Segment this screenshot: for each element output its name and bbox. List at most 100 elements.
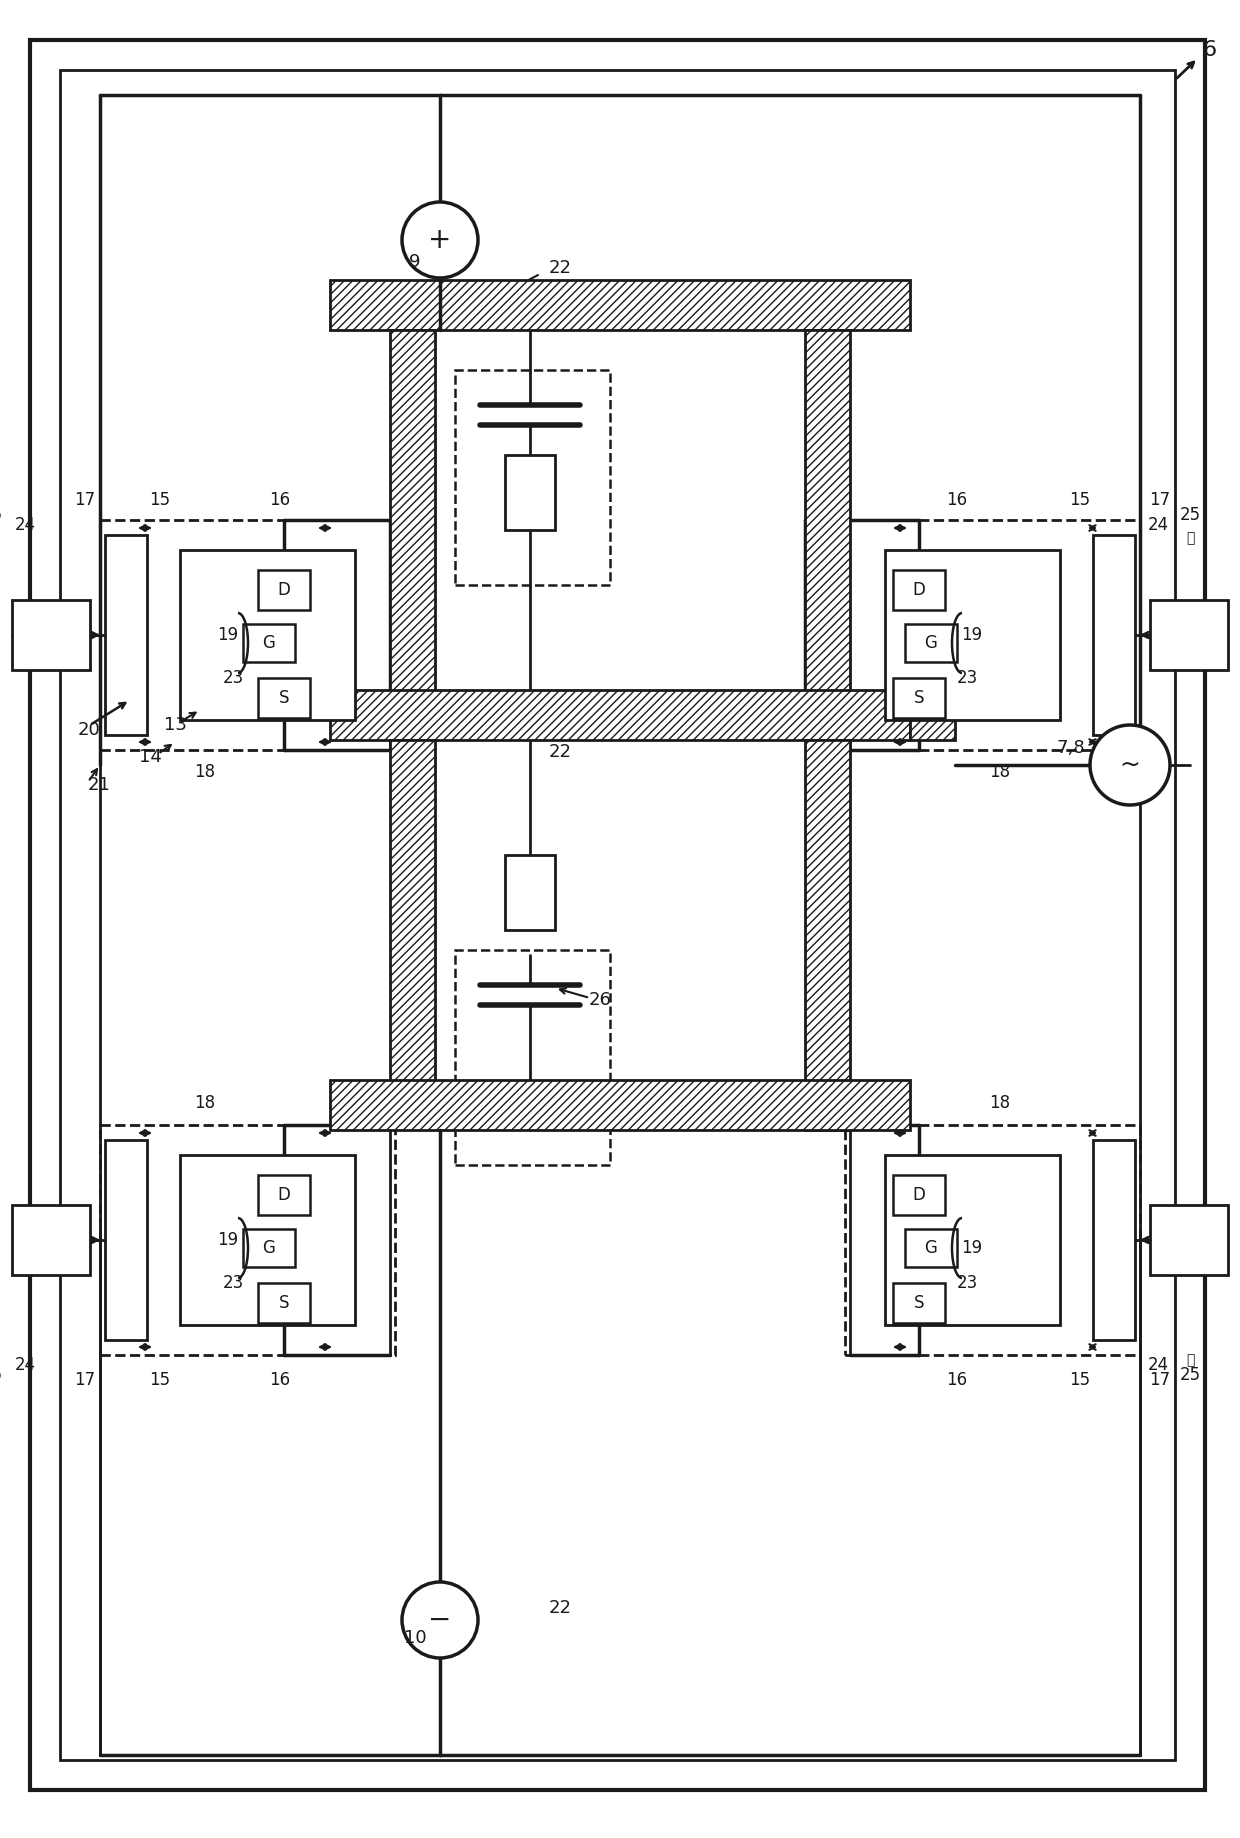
Bar <box>905 623 957 662</box>
Text: 19: 19 <box>217 627 238 643</box>
Bar <box>258 570 310 610</box>
Bar <box>455 950 610 1165</box>
Text: 25: 25 <box>1179 1366 1200 1384</box>
Text: 24: 24 <box>15 1356 36 1375</box>
Bar <box>885 550 1060 720</box>
Text: 26: 26 <box>589 991 611 1009</box>
Bar <box>258 1283 310 1323</box>
Bar <box>885 1154 1060 1325</box>
Text: 23: 23 <box>956 669 977 687</box>
Text: 17: 17 <box>1149 491 1171 509</box>
Text: 19: 19 <box>961 627 982 643</box>
Text: 15: 15 <box>150 491 171 509</box>
Text: S: S <box>279 1294 289 1312</box>
Text: G: G <box>925 634 937 652</box>
Text: 13: 13 <box>164 717 186 733</box>
Bar <box>455 369 610 584</box>
Bar <box>180 550 355 720</box>
Text: 22: 22 <box>548 743 572 761</box>
Bar <box>258 1174 310 1215</box>
Bar <box>105 535 148 735</box>
Bar <box>905 1230 957 1266</box>
Text: −: − <box>428 1606 451 1634</box>
Text: 19: 19 <box>961 1239 982 1257</box>
Bar <box>805 741 849 1105</box>
Text: 23: 23 <box>956 1274 977 1292</box>
Circle shape <box>402 1583 477 1658</box>
Bar <box>1149 599 1228 671</box>
Bar <box>1092 535 1135 735</box>
Text: 16: 16 <box>946 491 967 509</box>
Text: D: D <box>278 581 290 599</box>
Text: S: S <box>914 689 924 708</box>
Text: D: D <box>278 1186 290 1204</box>
Text: 10: 10 <box>404 1628 427 1647</box>
Text: 23: 23 <box>222 1274 243 1292</box>
Bar <box>12 599 91 671</box>
Text: 25: 25 <box>0 505 2 524</box>
Bar <box>505 456 556 529</box>
Bar <box>60 70 1176 1761</box>
Bar <box>805 331 849 700</box>
Text: 14: 14 <box>139 748 161 766</box>
Bar <box>330 1081 910 1130</box>
Bar <box>100 1125 396 1355</box>
Bar <box>505 855 556 930</box>
Text: 18: 18 <box>195 763 216 781</box>
Text: 16: 16 <box>269 491 290 509</box>
Text: S: S <box>914 1294 924 1312</box>
Text: 24: 24 <box>1147 1356 1168 1375</box>
Text: 25: 25 <box>0 1366 2 1384</box>
Text: D: D <box>913 581 925 599</box>
Text: 25: 25 <box>1179 505 1200 524</box>
Text: 21: 21 <box>88 776 110 794</box>
Text: 9: 9 <box>409 254 420 270</box>
Bar <box>243 1230 295 1266</box>
Text: ~: ~ <box>1120 754 1141 777</box>
Bar <box>893 1174 945 1215</box>
Text: 15: 15 <box>1069 491 1090 509</box>
Text: 7,8: 7,8 <box>1056 739 1085 757</box>
Text: 6: 6 <box>1203 40 1218 61</box>
Text: 18: 18 <box>195 1094 216 1112</box>
Bar <box>893 678 945 719</box>
Bar <box>1149 1206 1228 1276</box>
Text: 18: 18 <box>990 1094 1011 1112</box>
Bar <box>893 570 945 610</box>
Text: 19: 19 <box>217 1231 238 1250</box>
Text: ⎓: ⎓ <box>1185 531 1194 546</box>
Text: 17: 17 <box>74 491 95 509</box>
Text: G: G <box>263 1239 275 1257</box>
Text: +: + <box>428 226 451 254</box>
Bar <box>12 1206 91 1276</box>
Text: ⎓: ⎓ <box>1185 1353 1194 1367</box>
Bar <box>105 1140 148 1340</box>
Bar <box>100 520 396 750</box>
Bar <box>330 279 910 331</box>
Bar <box>893 1283 945 1323</box>
Bar <box>258 678 310 719</box>
Text: 17: 17 <box>74 1371 95 1390</box>
Bar <box>243 623 295 662</box>
Circle shape <box>402 202 477 278</box>
Text: 24: 24 <box>1147 516 1168 535</box>
Bar <box>844 520 1140 750</box>
Text: 16: 16 <box>946 1371 967 1390</box>
Text: 22: 22 <box>548 259 572 278</box>
Circle shape <box>1090 724 1171 805</box>
Bar <box>1092 1140 1135 1340</box>
Text: 20: 20 <box>78 720 100 739</box>
Text: G: G <box>263 634 275 652</box>
Text: 22: 22 <box>548 1599 572 1617</box>
Text: D: D <box>913 1186 925 1204</box>
Text: 15: 15 <box>1069 1371 1090 1390</box>
Bar <box>391 741 435 1105</box>
Bar <box>330 689 910 741</box>
Text: G: G <box>925 1239 937 1257</box>
Bar <box>844 1125 1140 1355</box>
Text: 24: 24 <box>15 516 36 535</box>
Bar <box>180 1154 355 1325</box>
Text: 16: 16 <box>269 1371 290 1390</box>
Bar <box>910 689 955 741</box>
Text: S: S <box>279 689 289 708</box>
